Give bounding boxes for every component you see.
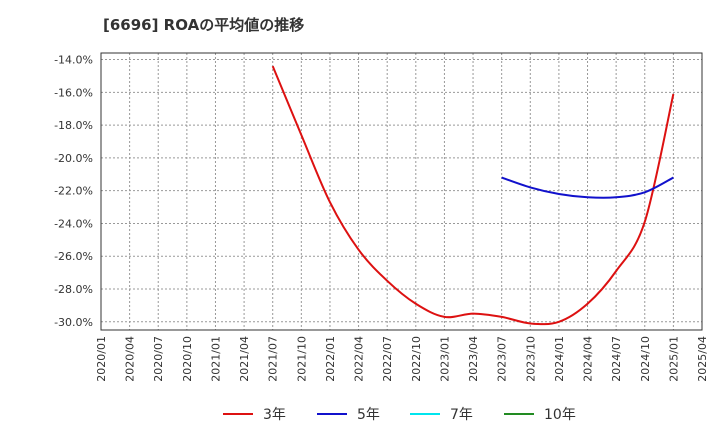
plot-area (101, 53, 702, 330)
x-tick-label: 2024/10 (639, 336, 652, 382)
x-tick-label: 2024/01 (553, 336, 566, 382)
y-tick-label: -16.0% (54, 86, 93, 99)
x-tick-label: 2022/01 (324, 336, 337, 382)
y-tick-label: -20.0% (54, 152, 93, 165)
x-tick-label: 2021/01 (209, 336, 222, 382)
x-tick-label: 2023/04 (467, 336, 480, 382)
x-tick-label: 2020/04 (124, 336, 137, 382)
y-tick-label: -24.0% (54, 217, 93, 230)
x-tick-label: 2021/07 (267, 336, 280, 382)
x-tick-label: 2021/04 (238, 336, 251, 382)
x-tick-label: 2020/10 (181, 336, 194, 382)
legend-label: 10年 (544, 407, 576, 423)
x-tick-label: 2024/07 (610, 336, 623, 382)
y-tick-label: -14.0% (54, 54, 93, 67)
x-tick-label: 2025/04 (696, 336, 709, 382)
plot-border (100, 52, 703, 331)
y-tick-label: -26.0% (54, 250, 93, 263)
legend-label: 7年 (450, 407, 473, 423)
chart-title: [6696] ROAの平均値の推移 (103, 16, 305, 34)
x-tick-label: 2022/07 (381, 336, 394, 382)
x-tick-label: 2020/07 (152, 336, 165, 382)
x-tick-label: 2021/10 (295, 336, 308, 382)
x-tick-label: 2023/10 (524, 336, 537, 382)
series-line-0 (271, 65, 675, 326)
legend-label: 5年 (357, 407, 380, 423)
x-tick-label: 2022/10 (410, 336, 423, 382)
y-tick-label: -18.0% (54, 119, 93, 132)
y-tick-label: -30.0% (54, 316, 93, 329)
series-line-1 (501, 176, 674, 199)
y-tick-label: -22.0% (54, 185, 93, 198)
x-tick-label: 2022/04 (353, 336, 366, 382)
x-tick-label: 2020/01 (95, 336, 108, 382)
x-tick-label: 2023/07 (496, 336, 509, 382)
x-tick-label: 2023/01 (438, 336, 451, 382)
legend-label: 3年 (263, 407, 286, 423)
y-tick-label: -28.0% (54, 283, 93, 296)
x-tick-label: 2024/04 (582, 336, 595, 382)
x-tick-label: 2025/01 (667, 336, 680, 382)
